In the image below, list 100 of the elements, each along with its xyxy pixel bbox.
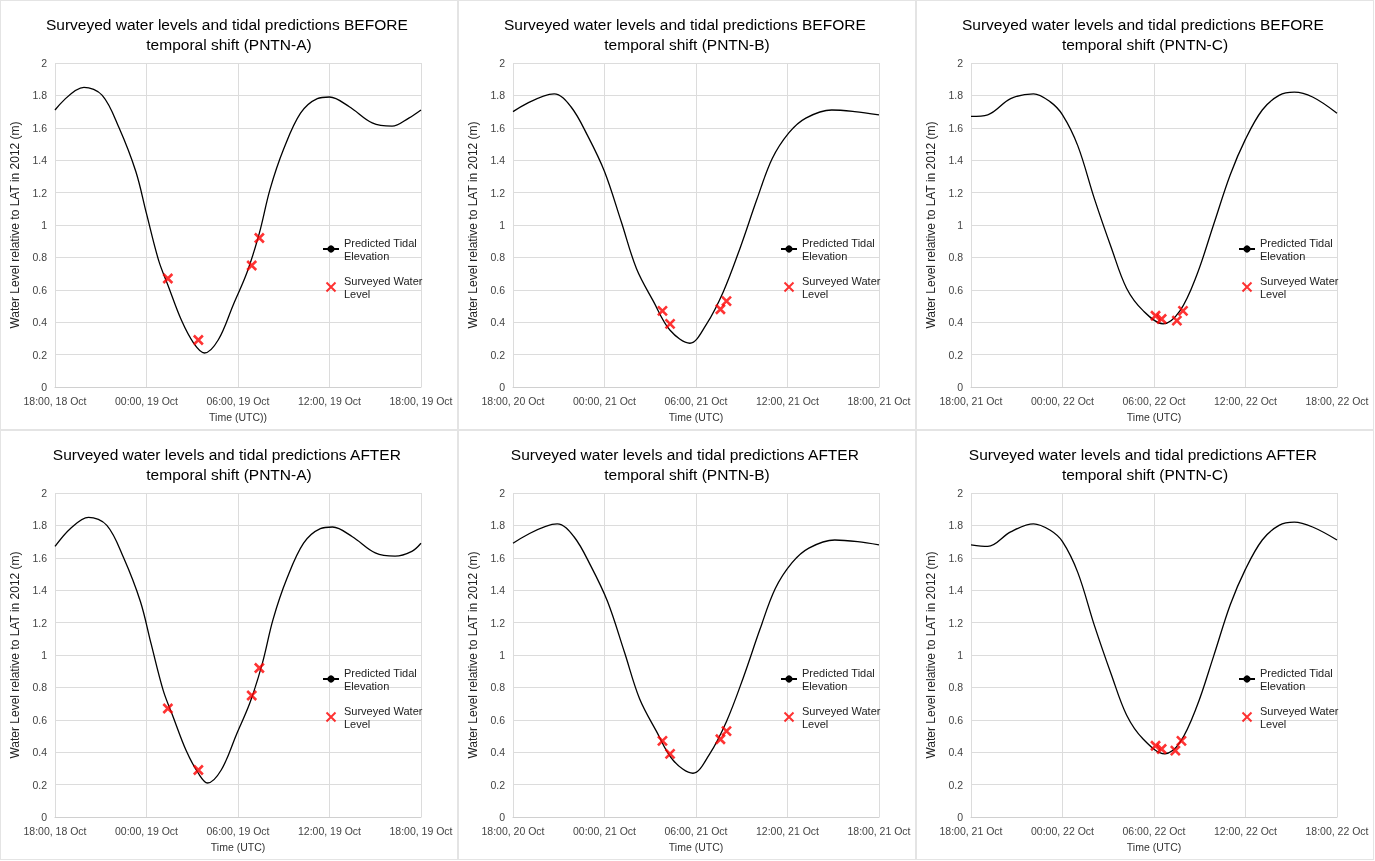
x-tick-label: 18:00, 18 Oct (23, 824, 87, 837)
y-tick-label: 0.4 (490, 746, 506, 759)
legend-label: Predicted Tidal Elevation (802, 666, 878, 692)
x-tick-label: 12:00, 21 Oct (755, 394, 820, 407)
y-tick-label: 1.4 (32, 154, 48, 167)
x-tick-label: 00:00, 21 Oct (572, 394, 637, 407)
y-tick-label: 1.2 (32, 186, 48, 199)
y-tick-label: 0.6 (948, 713, 964, 726)
y-axis-title: Water Level relative to LAT in 2012 (m) (466, 551, 480, 759)
y-tick-label: 0 (41, 811, 48, 823)
y-tick-label: 0.4 (32, 316, 48, 329)
y-tick-label: 0 (499, 381, 506, 393)
y-tick-label: 0.6 (32, 713, 48, 726)
y-tick-label: 1.2 (948, 616, 964, 629)
x-axis-title: Time (UTC) (1126, 840, 1182, 853)
x-tick-label: 12:00, 19 Oct (297, 824, 362, 837)
legend-label: Predicted Tidal Elevation (1260, 666, 1336, 692)
y-tick-label: 0 (957, 811, 964, 823)
y-tick-label: 1.2 (490, 616, 506, 629)
y-tick-label: 1.4 (32, 584, 48, 597)
x-tick-label: 00:00, 22 Oct (1030, 824, 1095, 837)
y-tick-label: 2 (957, 487, 964, 499)
y-tick-label: 1.6 (32, 551, 48, 564)
x-axis-title: Time (UTC)) (209, 410, 267, 423)
x-tick-label: 06:00, 19 Oct (206, 824, 270, 837)
x-tick-label: 06:00, 21 Oct (664, 394, 728, 407)
x-tick-label: 18:00, 20 Oct (481, 824, 545, 837)
x-tick-label: 12:00, 19 Oct (297, 394, 362, 407)
y-axis-title: Water Level relative to LAT in 2012 (m) (8, 121, 22, 329)
y-tick-label: 0.4 (948, 316, 964, 329)
x-tick-label: 18:00, 18 Oct (23, 394, 87, 407)
y-tick-label: 1 (499, 219, 506, 231)
x-tick-label: 18:00, 21 Oct (847, 824, 911, 837)
x-tick-label: 12:00, 21 Oct (755, 824, 820, 837)
y-axis-title: Water Level relative to LAT in 2012 (m) (924, 121, 938, 329)
point (253, 662, 266, 674)
legend-label: Surveyed Water Level (802, 274, 884, 300)
y-tick-label: 0.8 (32, 681, 48, 694)
y-tick-label: 1.6 (490, 121, 506, 134)
y-tick-label: 0.4 (490, 316, 506, 329)
y-tick-label: 0.4 (948, 746, 964, 759)
y-tick-label: 1.2 (490, 186, 506, 199)
chart-title: Surveyed water levels and tidal predictions BEFORE temporal shift (PNTN-A) (45, 15, 413, 53)
y-tick-label: 1.4 (490, 154, 506, 167)
y-tick-label: 0.6 (32, 283, 48, 296)
x-tick-label: 18:00, 19 Oct (389, 824, 453, 837)
x-tick-label: 18:00, 20 Oct (481, 394, 545, 407)
point (253, 232, 266, 244)
legend-label: Surveyed Water Level (802, 704, 884, 730)
x-tick-label: 18:00, 21 Oct (939, 394, 1003, 407)
y-tick-label: 0.8 (490, 251, 506, 264)
y-axis-title: Water Level relative to LAT in 2012 (m) (924, 551, 938, 759)
y-tick-label: 1 (957, 649, 964, 661)
point (162, 272, 174, 285)
y-tick-label: 2 (957, 57, 964, 69)
legend-label: Surveyed Water Level (1260, 704, 1342, 730)
y-tick-label: 0.2 (948, 778, 964, 791)
y-tick-label: 0 (499, 811, 506, 823)
point (162, 702, 174, 715)
y-tick-label: 2 (41, 57, 48, 69)
y-tick-label: 0.2 (490, 348, 506, 361)
y-tick-label: 0 (957, 381, 964, 393)
y-tick-label: 1.6 (948, 551, 964, 564)
y-tick-label: 0.8 (490, 681, 506, 694)
x-tick-label: 18:00, 22 Oct (1305, 394, 1369, 407)
x-tick-label: 00:00, 19 Oct (114, 824, 179, 837)
x-tick-label: 18:00, 21 Oct (847, 394, 911, 407)
x-axis-title: Time (UTC) (668, 840, 724, 853)
legend-label: Predicted Tidal Elevation (1260, 236, 1336, 262)
y-tick-label: 0.2 (32, 348, 48, 361)
y-tick-label: 1.8 (490, 519, 506, 532)
y-axis-title: Water Level relative to LAT in 2012 (m) (8, 551, 22, 759)
y-tick-label: 0.2 (32, 778, 48, 791)
y-tick-label: 2 (41, 487, 48, 499)
y-tick-label: 2 (499, 57, 506, 69)
x-tick-label: 18:00, 19 Oct (389, 394, 453, 407)
legend-label: Surveyed Water Level (1260, 274, 1342, 300)
y-tick-label: 0.4 (32, 746, 48, 759)
y-tick-label: 1 (41, 649, 48, 661)
chart-title: Surveyed water levels and tidal predictions AFTER temporal shift (PNTN-A) (52, 445, 406, 483)
y-tick-label: 1.8 (32, 89, 48, 102)
x-tick-label: 06:00, 22 Oct (1122, 824, 1186, 837)
y-tick-label: 0.8 (948, 251, 964, 264)
x-tick-label: 12:00, 22 Oct (1213, 394, 1278, 407)
y-tick-label: 1.2 (948, 186, 964, 199)
y-tick-label: 2 (499, 487, 506, 499)
y-tick-label: 1.6 (490, 551, 506, 564)
y-tick-label: 1 (41, 219, 48, 231)
y-tick-label: 1.4 (948, 154, 964, 167)
legend-label: Predicted Tidal Elevation (344, 236, 420, 262)
chart-title: Surveyed water levels and tidal predictions AFTER temporal shift (PNTN-B) (510, 445, 864, 483)
x-tick-label: 18:00, 22 Oct (1305, 824, 1369, 837)
x-tick-label: 18:00, 21 Oct (939, 824, 1003, 837)
point (192, 764, 205, 776)
y-axis-title: Water Level relative to LAT in 2012 (m) (466, 121, 480, 329)
y-tick-label: 0.2 (490, 778, 506, 791)
y-tick-label: 0.8 (32, 251, 48, 264)
x-axis-title: Time (UTC) (1126, 410, 1182, 423)
y-tick-label: 1.6 (948, 121, 964, 134)
y-tick-label: 1.8 (948, 89, 964, 102)
